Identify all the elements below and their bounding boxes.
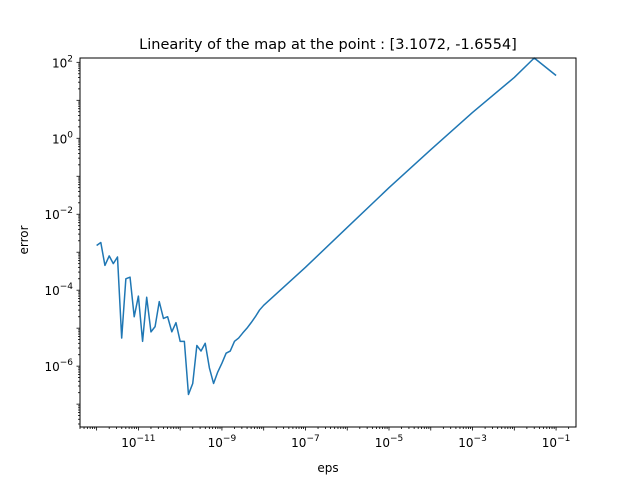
y-axis-label: error	[17, 225, 31, 254]
plot-area	[96, 57, 557, 396]
y-tick-label: 10−6	[44, 358, 73, 374]
y-axis-ticks: 10−6 10−4 10−2 100 102	[44, 54, 80, 425]
chart-title: Linearity of the map at the point : [3.1…	[139, 37, 517, 53]
y-tick-label: 10−2	[44, 206, 73, 222]
x-tick-label: 10−7	[291, 434, 320, 450]
series-line-0	[96, 57, 557, 396]
x-tick-label: 10−11	[121, 434, 155, 450]
y-tick-label: 10−4	[44, 282, 73, 298]
x-tick-label: 10−5	[375, 434, 404, 450]
y-tick-label: 102	[52, 54, 73, 70]
x-axis-label: eps	[317, 461, 338, 475]
x-tick-label: 10−1	[542, 434, 571, 450]
plot-frame	[79, 57, 577, 428]
x-tick-label: 10−3	[458, 434, 487, 450]
x-tick-label: 10−9	[208, 434, 237, 450]
x-axis-ticks: 10−11 10−9 10−7 10−5 10−3 10−1	[79, 427, 571, 450]
y-tick-label: 100	[52, 130, 73, 146]
